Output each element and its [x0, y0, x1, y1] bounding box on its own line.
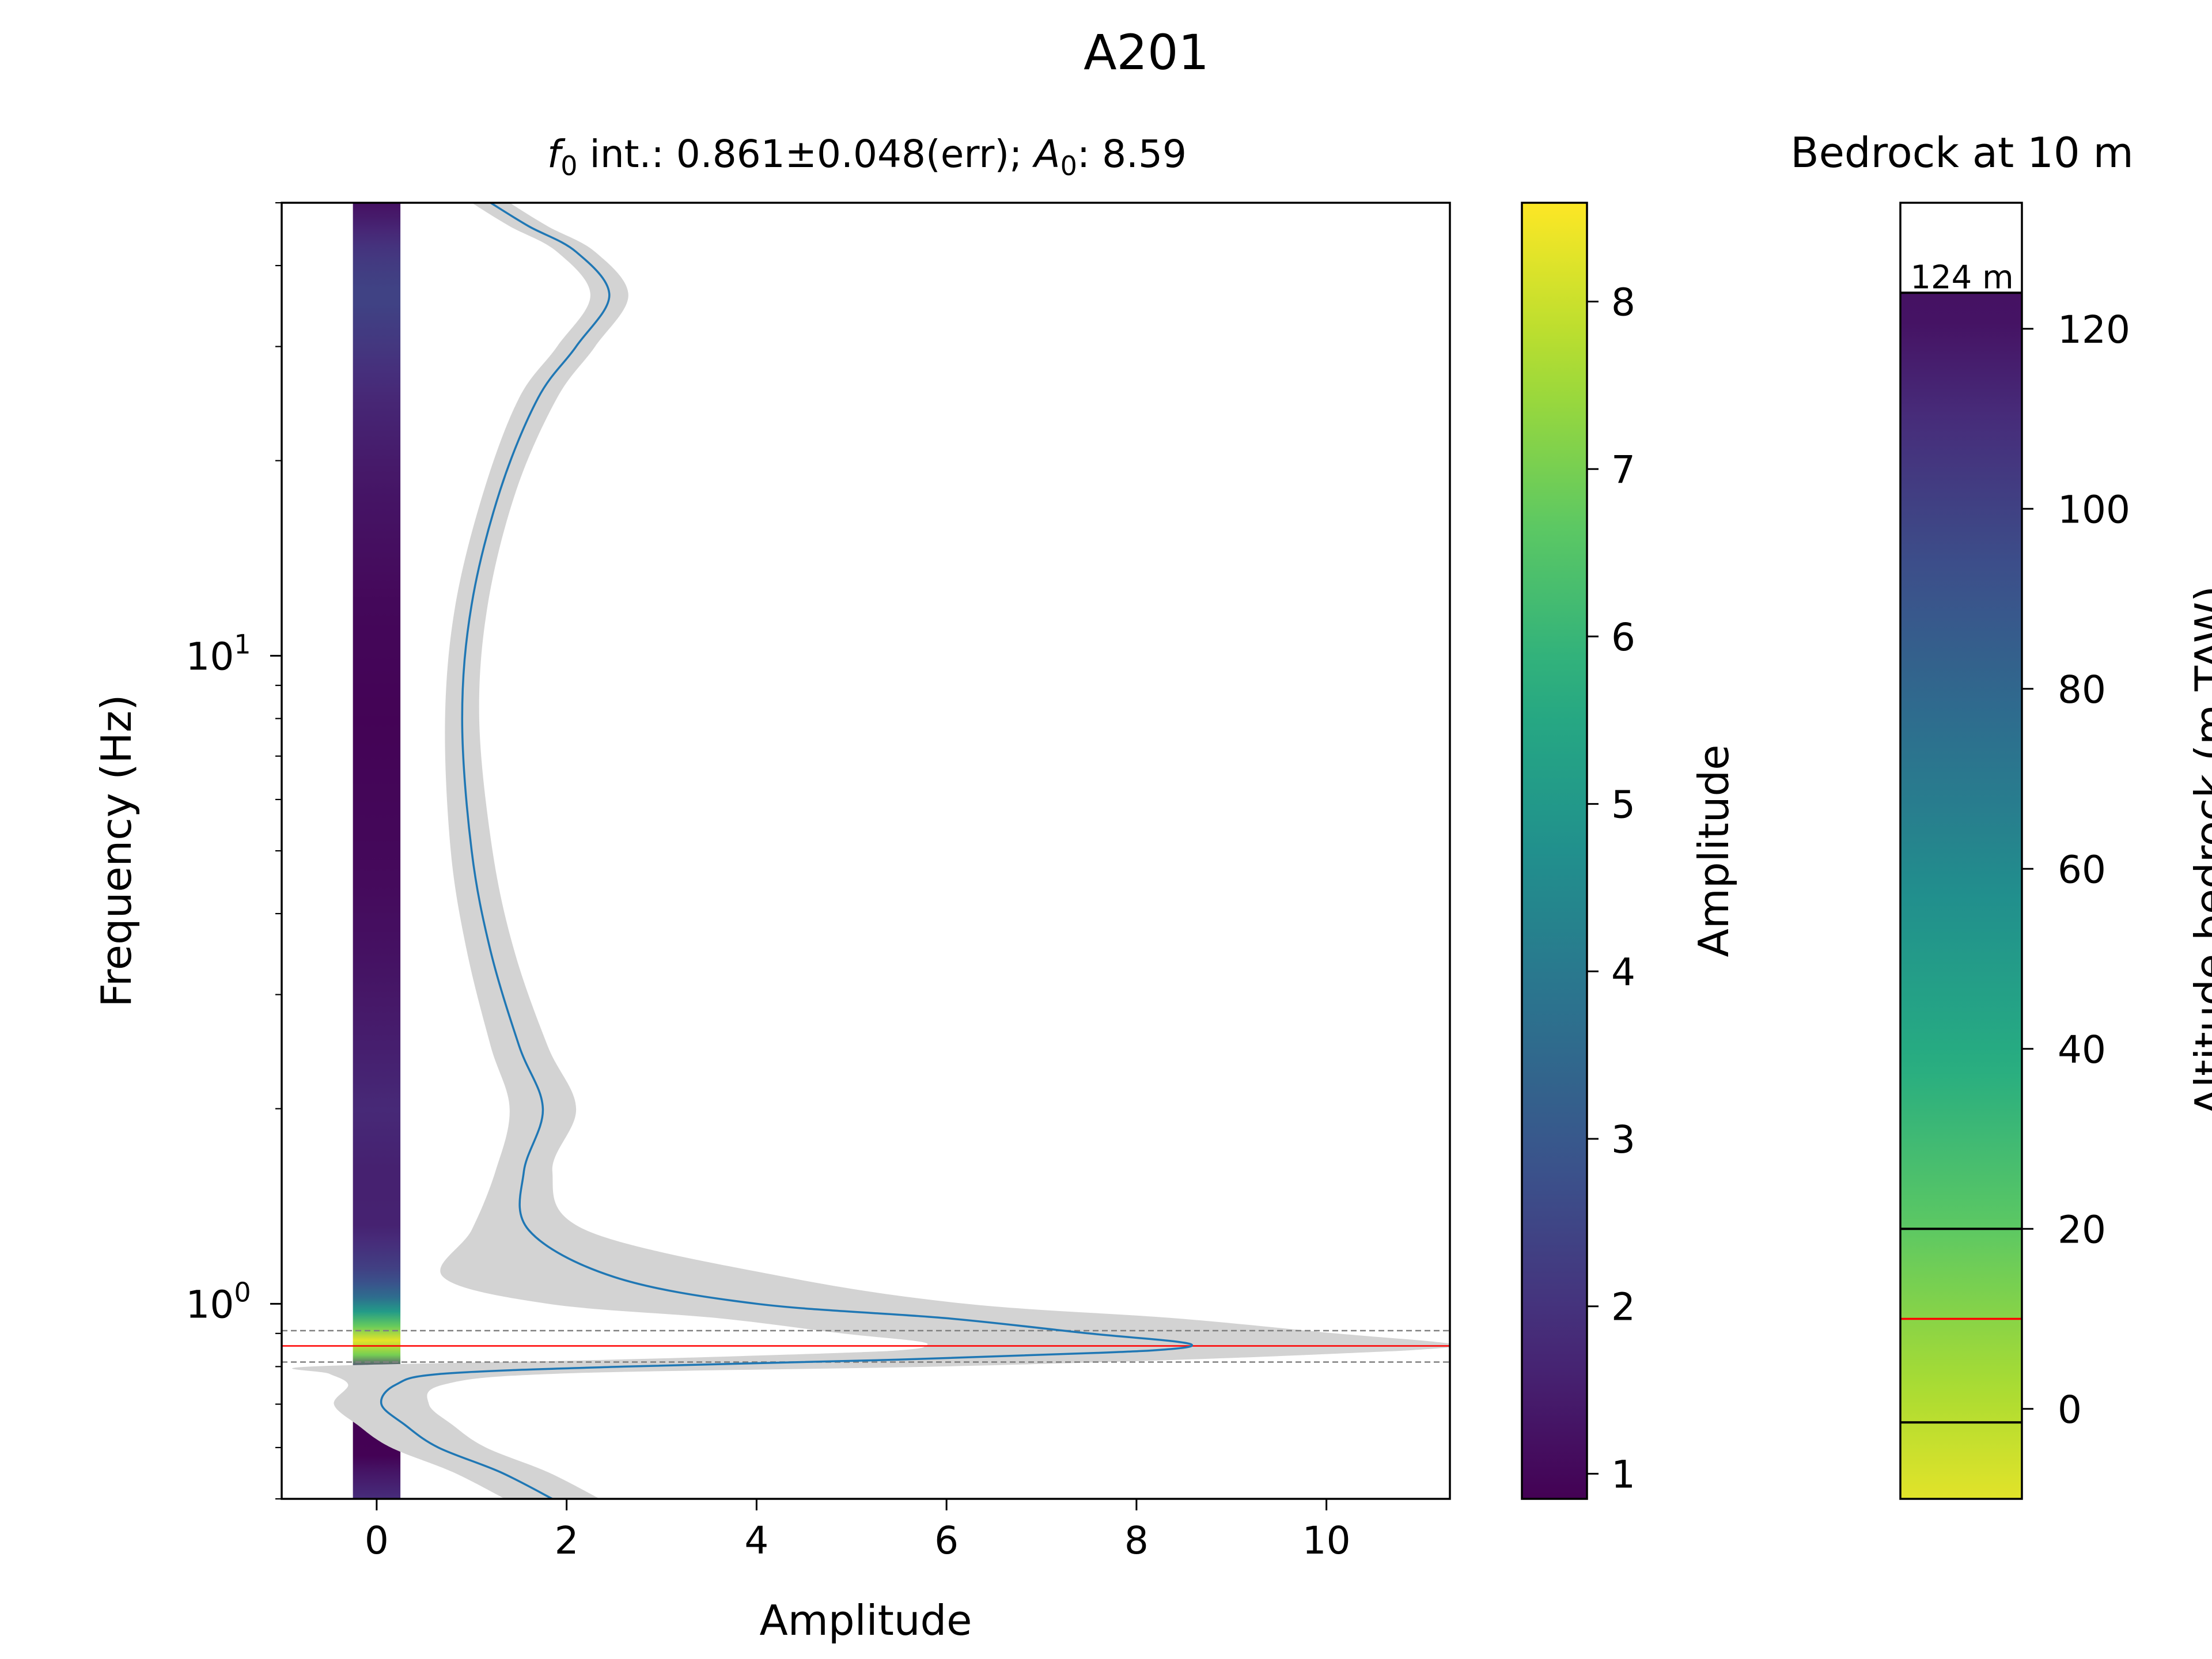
bedrock-axes-frame: [1899, 202, 2023, 1500]
bedrock-tick-label: 60: [2058, 847, 2106, 892]
x-tick-label: 4: [744, 1518, 768, 1563]
bedrock-tick-label: 20: [2058, 1207, 2106, 1252]
bedrock-tick-label: 80: [2058, 668, 2106, 712]
colorbar-tick-label: 4: [1611, 950, 1635, 994]
surface-altitude-label: 124 m: [1910, 259, 2013, 296]
y-tick-label: 100: [185, 1277, 251, 1327]
bedrock-column: [1900, 293, 2022, 1499]
bedrock-layer-lines: [1900, 1228, 2022, 1424]
y-axis-label: Frequency (Hz): [92, 695, 141, 1007]
colorbar-tick-label: 2: [1611, 1285, 1635, 1330]
bedrock-ticks: 0 20 40 60 80 100 120: [2022, 308, 2130, 1432]
y-tick-label: 101: [185, 628, 251, 679]
amplitude-colorbar-gradient: [1522, 203, 1587, 1499]
bedrock-tick-label: 40: [2058, 1028, 2106, 1072]
main-axes: 0 2 4 6 8 10 100 101 Amplitude Frequency (Hz): [92, 202, 1451, 1645]
amplitude-colorbar-label: Amplitude: [1690, 745, 1738, 957]
x-ticks: 0 2 4 6 8 10: [365, 1499, 1351, 1563]
amplitude-strip: [353, 203, 401, 1499]
bedrock-axes: 124 m 0 20 40 60 80 100 120 Altitude bedrock (…: [1899, 202, 2212, 1500]
f0-value: 0.861: [676, 132, 785, 176]
bedrock-tick-label: 0: [2058, 1388, 2082, 1432]
x-tick-label: 10: [1302, 1518, 1351, 1563]
colorbar-tick-label: 6: [1611, 615, 1635, 660]
amplitude-colorbar-frame: [1521, 202, 1588, 1500]
amplitude-colorbar: 1 2 3 4 5 6 7 8 Amplitude: [1521, 202, 1738, 1500]
colorbar-tick-label: 8: [1611, 281, 1635, 325]
x-tick-label: 0: [365, 1518, 389, 1563]
bedrock-title: Bedrock at 10 m: [1790, 128, 2134, 177]
uncertainty-band: [292, 203, 1450, 1499]
colorbar-tick-label: 7: [1611, 448, 1635, 492]
colorbar-tick-label: 1: [1611, 1452, 1635, 1497]
figure-title: A201: [1084, 24, 1209, 81]
amplitude-colorbar-ticks: 1 2 3 4 5 6 7 8: [1587, 281, 1635, 1497]
colorbar-tick-label: 3: [1611, 1118, 1635, 1162]
colorbar-tick-label: 5: [1611, 783, 1635, 827]
x-tick-label: 2: [555, 1518, 579, 1563]
hv-curve: [380, 203, 1193, 1499]
y-ticks: 100 101: [185, 202, 282, 1500]
bedrock-tick-label: 120: [2058, 308, 2130, 352]
bedrock-axis-label: Altitude bedrock (m TAW): [2186, 586, 2212, 1116]
x-axis-label: Amplitude: [760, 1596, 972, 1645]
f0-err-value: 0.048: [817, 132, 926, 176]
x-tick-label: 8: [1124, 1518, 1149, 1563]
a0-value: 8.59: [1102, 132, 1187, 176]
bedrock-tick-label: 100: [2058, 487, 2130, 532]
panel-title: f0 int.: 0.861±0.048(err); A0: 8.59: [547, 132, 1187, 181]
x-tick-label: 6: [934, 1518, 959, 1563]
